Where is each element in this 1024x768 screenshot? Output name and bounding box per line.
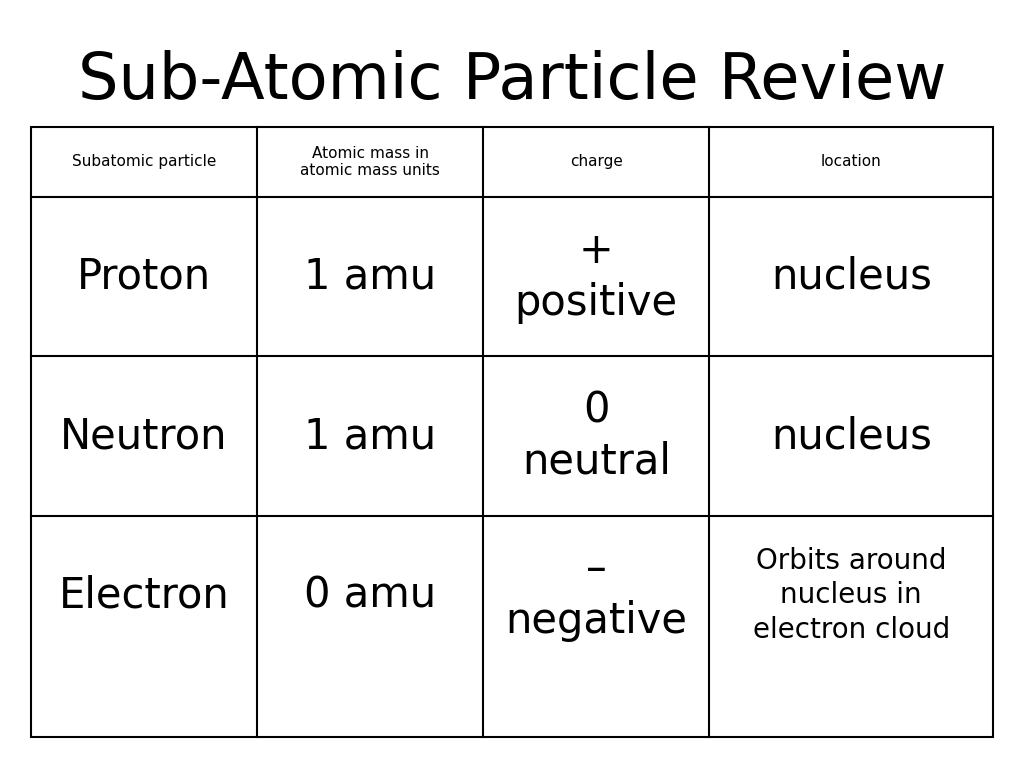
Text: Orbits around
nucleus in
electron cloud: Orbits around nucleus in electron cloud (753, 547, 950, 644)
Text: charge: charge (569, 154, 623, 169)
Text: Subatomic particle: Subatomic particle (72, 154, 216, 169)
Text: 0
neutral: 0 neutral (522, 389, 671, 483)
Bar (31, 127, 993, 737)
Text: location: location (821, 154, 882, 169)
Text: Neutron: Neutron (60, 415, 227, 457)
Text: –
negative: – negative (505, 548, 687, 642)
Text: Sub-Atomic Particle Review: Sub-Atomic Particle Review (78, 50, 946, 111)
Text: Atomic mass in
atomic mass units: Atomic mass in atomic mass units (300, 146, 440, 178)
Text: +
positive: + positive (515, 230, 678, 323)
Text: nucleus: nucleus (771, 256, 932, 298)
Text: 1 amu: 1 amu (304, 256, 436, 298)
Text: nucleus: nucleus (771, 415, 932, 457)
Text: 0 amu: 0 amu (304, 574, 436, 617)
Text: Electron: Electron (58, 574, 229, 617)
Text: Proton: Proton (77, 256, 211, 298)
Text: 1 amu: 1 amu (304, 415, 436, 457)
